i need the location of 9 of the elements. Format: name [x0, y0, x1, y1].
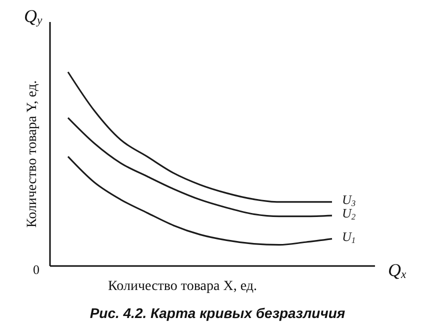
- x-axis-title: Количество товара X, ед.: [108, 279, 257, 294]
- text: Q$_{x}$: [388, 260, 407, 282]
- series-label: U$_{1}$: [342, 228, 356, 244]
- series-label: U$_{3}$: [342, 192, 356, 208]
- text: Q$_{y}$: [24, 6, 43, 28]
- y-axis-title: Количество товара Y, ед.: [25, 80, 40, 228]
- text: Рис. 4.2. Карта кривых безразличия: [90, 305, 346, 321]
- text: 0: [33, 262, 40, 277]
- series-label: U$_{2}$: [342, 206, 356, 222]
